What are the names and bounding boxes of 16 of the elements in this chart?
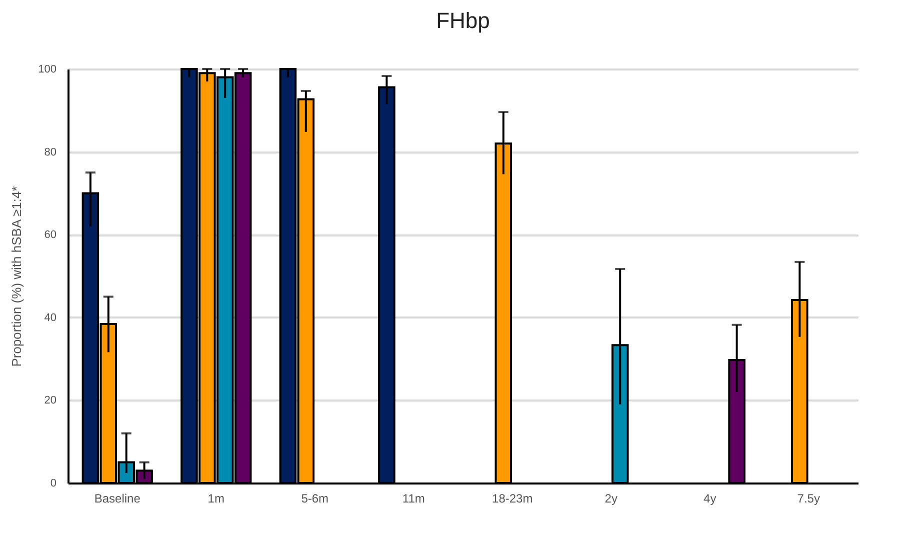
x-tick-label: 5-6m bbox=[301, 492, 329, 506]
y-axis-title: Proportion (%) with hSBA ≥1:4* bbox=[9, 186, 24, 367]
x-tick-label: 18-23m bbox=[492, 492, 533, 506]
y-tick-label: 60 bbox=[44, 229, 56, 242]
x-tick-label: 11m bbox=[402, 492, 425, 506]
x-tick-label: 4y bbox=[704, 492, 716, 506]
y-tick-label: 40 bbox=[44, 312, 56, 324]
y-tick-label: 20 bbox=[44, 394, 56, 407]
y-tick-label: 0 bbox=[50, 478, 56, 490]
y-tick-label: 100 bbox=[38, 64, 56, 76]
x-tick-label: Baseline bbox=[94, 492, 141, 506]
x-tick-label: 2y bbox=[604, 492, 618, 506]
x-tick-label: 7.5y bbox=[797, 492, 820, 506]
chart-title: FHbp bbox=[436, 8, 490, 33]
y-tick-label: 80 bbox=[44, 146, 56, 158]
x-tick-label: 1m bbox=[208, 492, 224, 506]
